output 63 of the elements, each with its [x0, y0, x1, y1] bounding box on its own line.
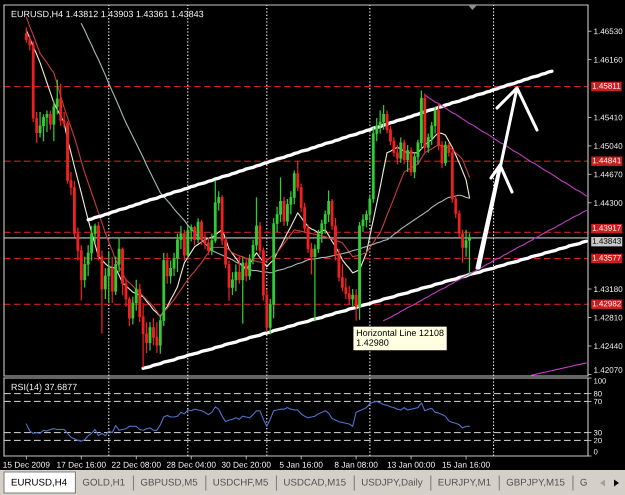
candlestick: [410, 146, 412, 176]
line-series: [424, 94, 587, 196]
x-tick-label: 17 Dec 16:00: [57, 462, 106, 468]
candlestick: [48, 110, 52, 130]
text: GBPJPY,M15: [506, 478, 565, 487]
text: EURUSD,H4 1.43812 1.43903 1.43361 1.43843: [12, 10, 204, 18]
candlestick: [244, 258, 248, 282]
text: EURUSD,H4: [12, 478, 67, 487]
y-tick-label: 1.42810: [594, 314, 622, 320]
candlestick: [42, 114, 45, 142]
x-tick-label: 30 Dec 20:00: [222, 462, 271, 468]
annotation: Horizontal Line 12108 1.42980: [356, 329, 444, 346]
candlestick: [155, 321, 158, 354]
y-tick-label: 1.46160: [594, 56, 622, 63]
candlestick: [38, 111, 42, 138]
candlestick: [351, 288, 354, 307]
x-tick-label: 13 Jan 00:00: [388, 462, 435, 468]
candlestick: [200, 219, 203, 246]
text: RSI(14) 37.6877: [12, 384, 77, 392]
y-tick-label: 1.45040: [594, 143, 622, 149]
y-tick-label: 1.42070: [594, 367, 622, 373]
ref-line-label: 1.42982: [592, 300, 621, 306]
x-tick-label: 22 Dec 08:00: [112, 462, 161, 468]
x-tick-label: 15 Dec 2009: [3, 462, 50, 468]
candlestick: [148, 321, 152, 352]
y-tick-label: 1.45410: [594, 114, 622, 120]
candlestick: [406, 144, 410, 173]
candlestick: [59, 82, 62, 126]
candlestick: [468, 232, 471, 276]
text: G: [580, 478, 587, 486]
line-series: [383, 210, 587, 322]
ref-line-label: 1.44841: [592, 158, 621, 164]
line-series: [530, 362, 587, 376]
candlestick: [444, 140, 447, 166]
candlestick: [354, 288, 358, 322]
candlestick: [166, 252, 169, 284]
text: GBPUSD,M5: [140, 478, 198, 487]
candlestick: [196, 218, 200, 244]
ref-line-label: 1.43917: [592, 225, 621, 231]
text: USDCHF,M5: [213, 478, 268, 487]
ref-line-label: 1.45811: [592, 82, 620, 89]
y-tick-label: 1.46530: [594, 28, 622, 34]
x-tick-label: 5 Jan 16:00: [280, 462, 323, 468]
x-tick-label: 8 Jan 08:00: [334, 462, 378, 468]
candlestick: [234, 264, 238, 292]
text: GOLD,H1: [82, 478, 125, 487]
line-series: [26, 400, 470, 442]
text: USDJPY,Daily: [362, 478, 423, 488]
text: EURJPY,M1: [438, 478, 491, 487]
y-tick-label: 1.44300: [594, 200, 622, 206]
y-tick-label: 1.42440: [594, 343, 622, 349]
candlestick: [238, 254, 241, 284]
text: USDCAD,M15: [284, 478, 346, 487]
candlestick: [382, 104, 386, 130]
candlestick: [182, 229, 186, 262]
x-tick-label: 15 Jan 16:00: [442, 462, 490, 468]
candlestick: [193, 225, 196, 246]
y-tick-label: 1.44670: [594, 172, 622, 178]
candlestick: [282, 196, 286, 227]
x-tick-label: 28 Dec 04:00: [166, 462, 216, 468]
ref-line-label: 1.43843: [592, 238, 621, 244]
ref-line-label: 1.43577: [592, 254, 621, 261]
y-tick-label: 1.43180: [594, 286, 622, 292]
